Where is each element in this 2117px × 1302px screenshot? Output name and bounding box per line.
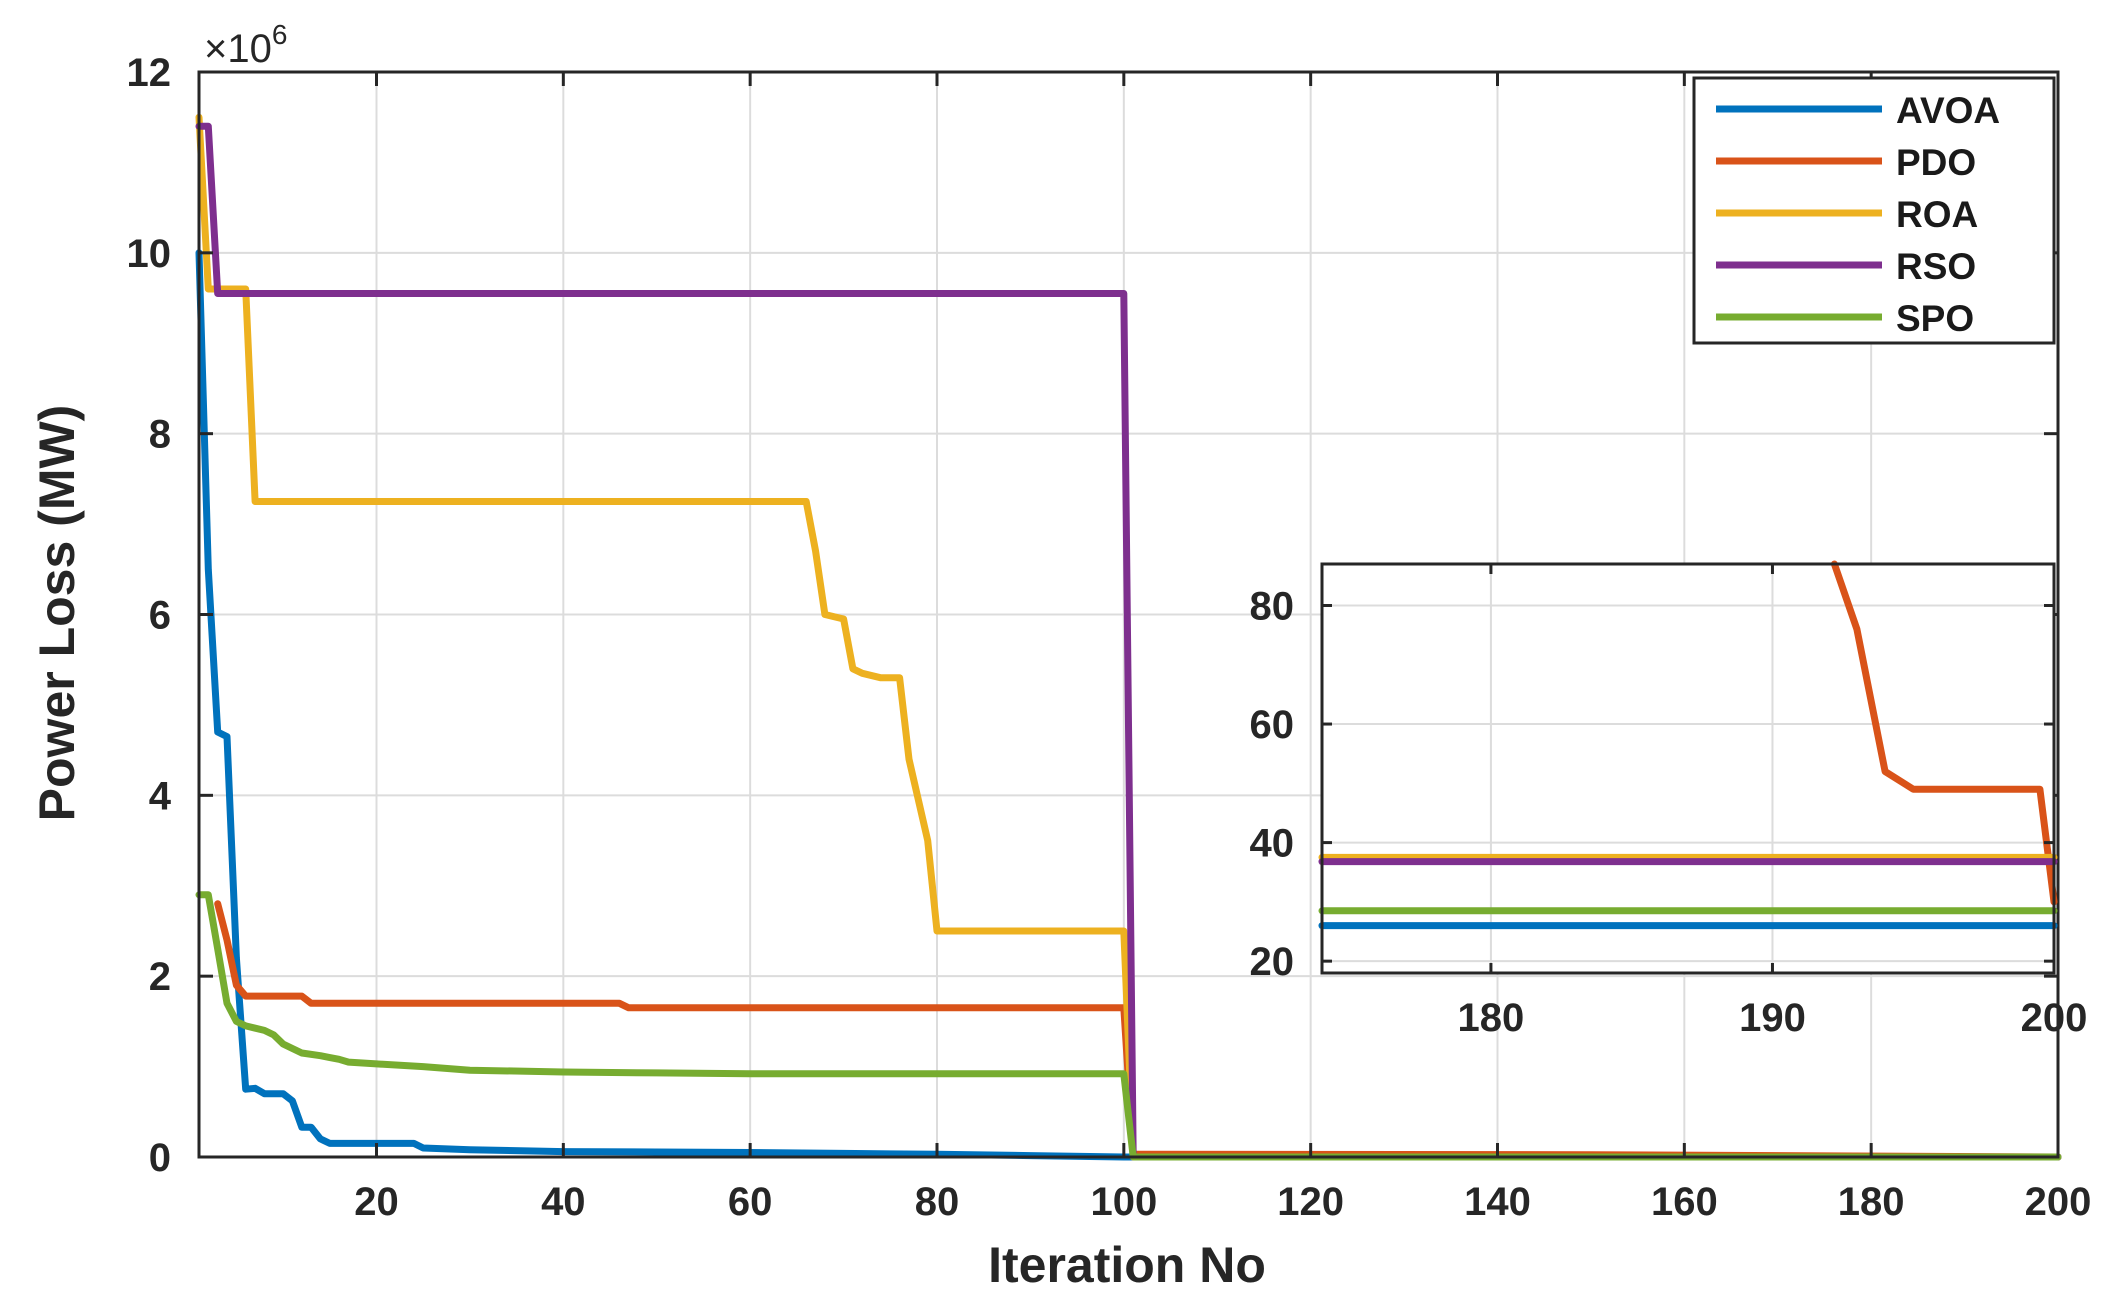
x-tick-label: 190 (1739, 996, 1806, 1040)
legend: AVOA PDO ROA RSO SPO (1692, 76, 2056, 345)
series-line-pdo (1830, 560, 2058, 906)
y-tick-label: 8 (149, 413, 171, 457)
inset-axes-frame (1320, 562, 2056, 975)
y-tick-label: 0 (149, 1136, 171, 1180)
legend-label-pdo: PDO (1896, 142, 1976, 183)
x-tick-label: 60 (728, 1180, 773, 1224)
x-tick-label: 140 (1464, 1180, 1531, 1224)
y-tick-label: 20 (1250, 940, 1295, 984)
y-axis-multiplier-base: ×10 (204, 27, 272, 71)
x-tick-label: 120 (1277, 1180, 1344, 1224)
x-axis-label: Iteration No (988, 1237, 1266, 1293)
y-tick-label: 6 (149, 594, 171, 638)
legend-label-spo: SPO (1896, 298, 1974, 339)
series-line-avoa (195, 249, 2062, 1161)
series-line-roa (195, 113, 2062, 1161)
y-axis-multiplier: ×106 (204, 19, 287, 71)
x-tick-label: 80 (915, 1180, 960, 1224)
series-line-spo (195, 891, 2062, 1161)
inset-grid (1322, 564, 2055, 973)
y-tick-label: 80 (1250, 584, 1295, 628)
y-tick-label: 40 (1250, 822, 1295, 866)
inset-background (1322, 564, 2054, 973)
y-tick-label: 10 (127, 232, 172, 276)
y-axis-multiplier-exponent: 6 (272, 19, 288, 50)
y-tick-label: 60 (1250, 703, 1295, 747)
y-tick-label: 2 (149, 955, 171, 999)
legend-label-avoa: AVOA (1896, 90, 2000, 131)
x-tick-label: 20 (354, 1180, 399, 1224)
legend-label-roa: ROA (1896, 194, 1978, 235)
legend-label-rso: RSO (1896, 246, 1976, 287)
x-tick-label: 100 (1090, 1180, 1157, 1224)
inset-axis-ticks: 180 190 200 20 40 60 80 (1250, 564, 2088, 1040)
main-axis-ticks: 20 40 60 80 100 120 140 160 180 200 0 2 4 6 8 10 12 (127, 51, 2092, 1224)
x-tick-label: 180 (1838, 1180, 1905, 1224)
y-tick-label: 12 (127, 51, 172, 95)
x-tick-label: 200 (2025, 1180, 2092, 1224)
x-tick-label: 200 (2021, 996, 2088, 1040)
x-tick-label: 160 (1651, 1180, 1718, 1224)
inset-zoom-plot: 180 190 200 20 40 60 80 (1250, 560, 2088, 1040)
x-tick-label: 180 (1458, 996, 1525, 1040)
y-axis-label: Power Loss (MW) (29, 405, 85, 822)
main-plot-lines (195, 113, 2062, 1161)
y-tick-label: 4 (149, 774, 172, 818)
x-tick-label: 40 (541, 1180, 586, 1224)
inset-plot-lines (1318, 560, 2058, 930)
